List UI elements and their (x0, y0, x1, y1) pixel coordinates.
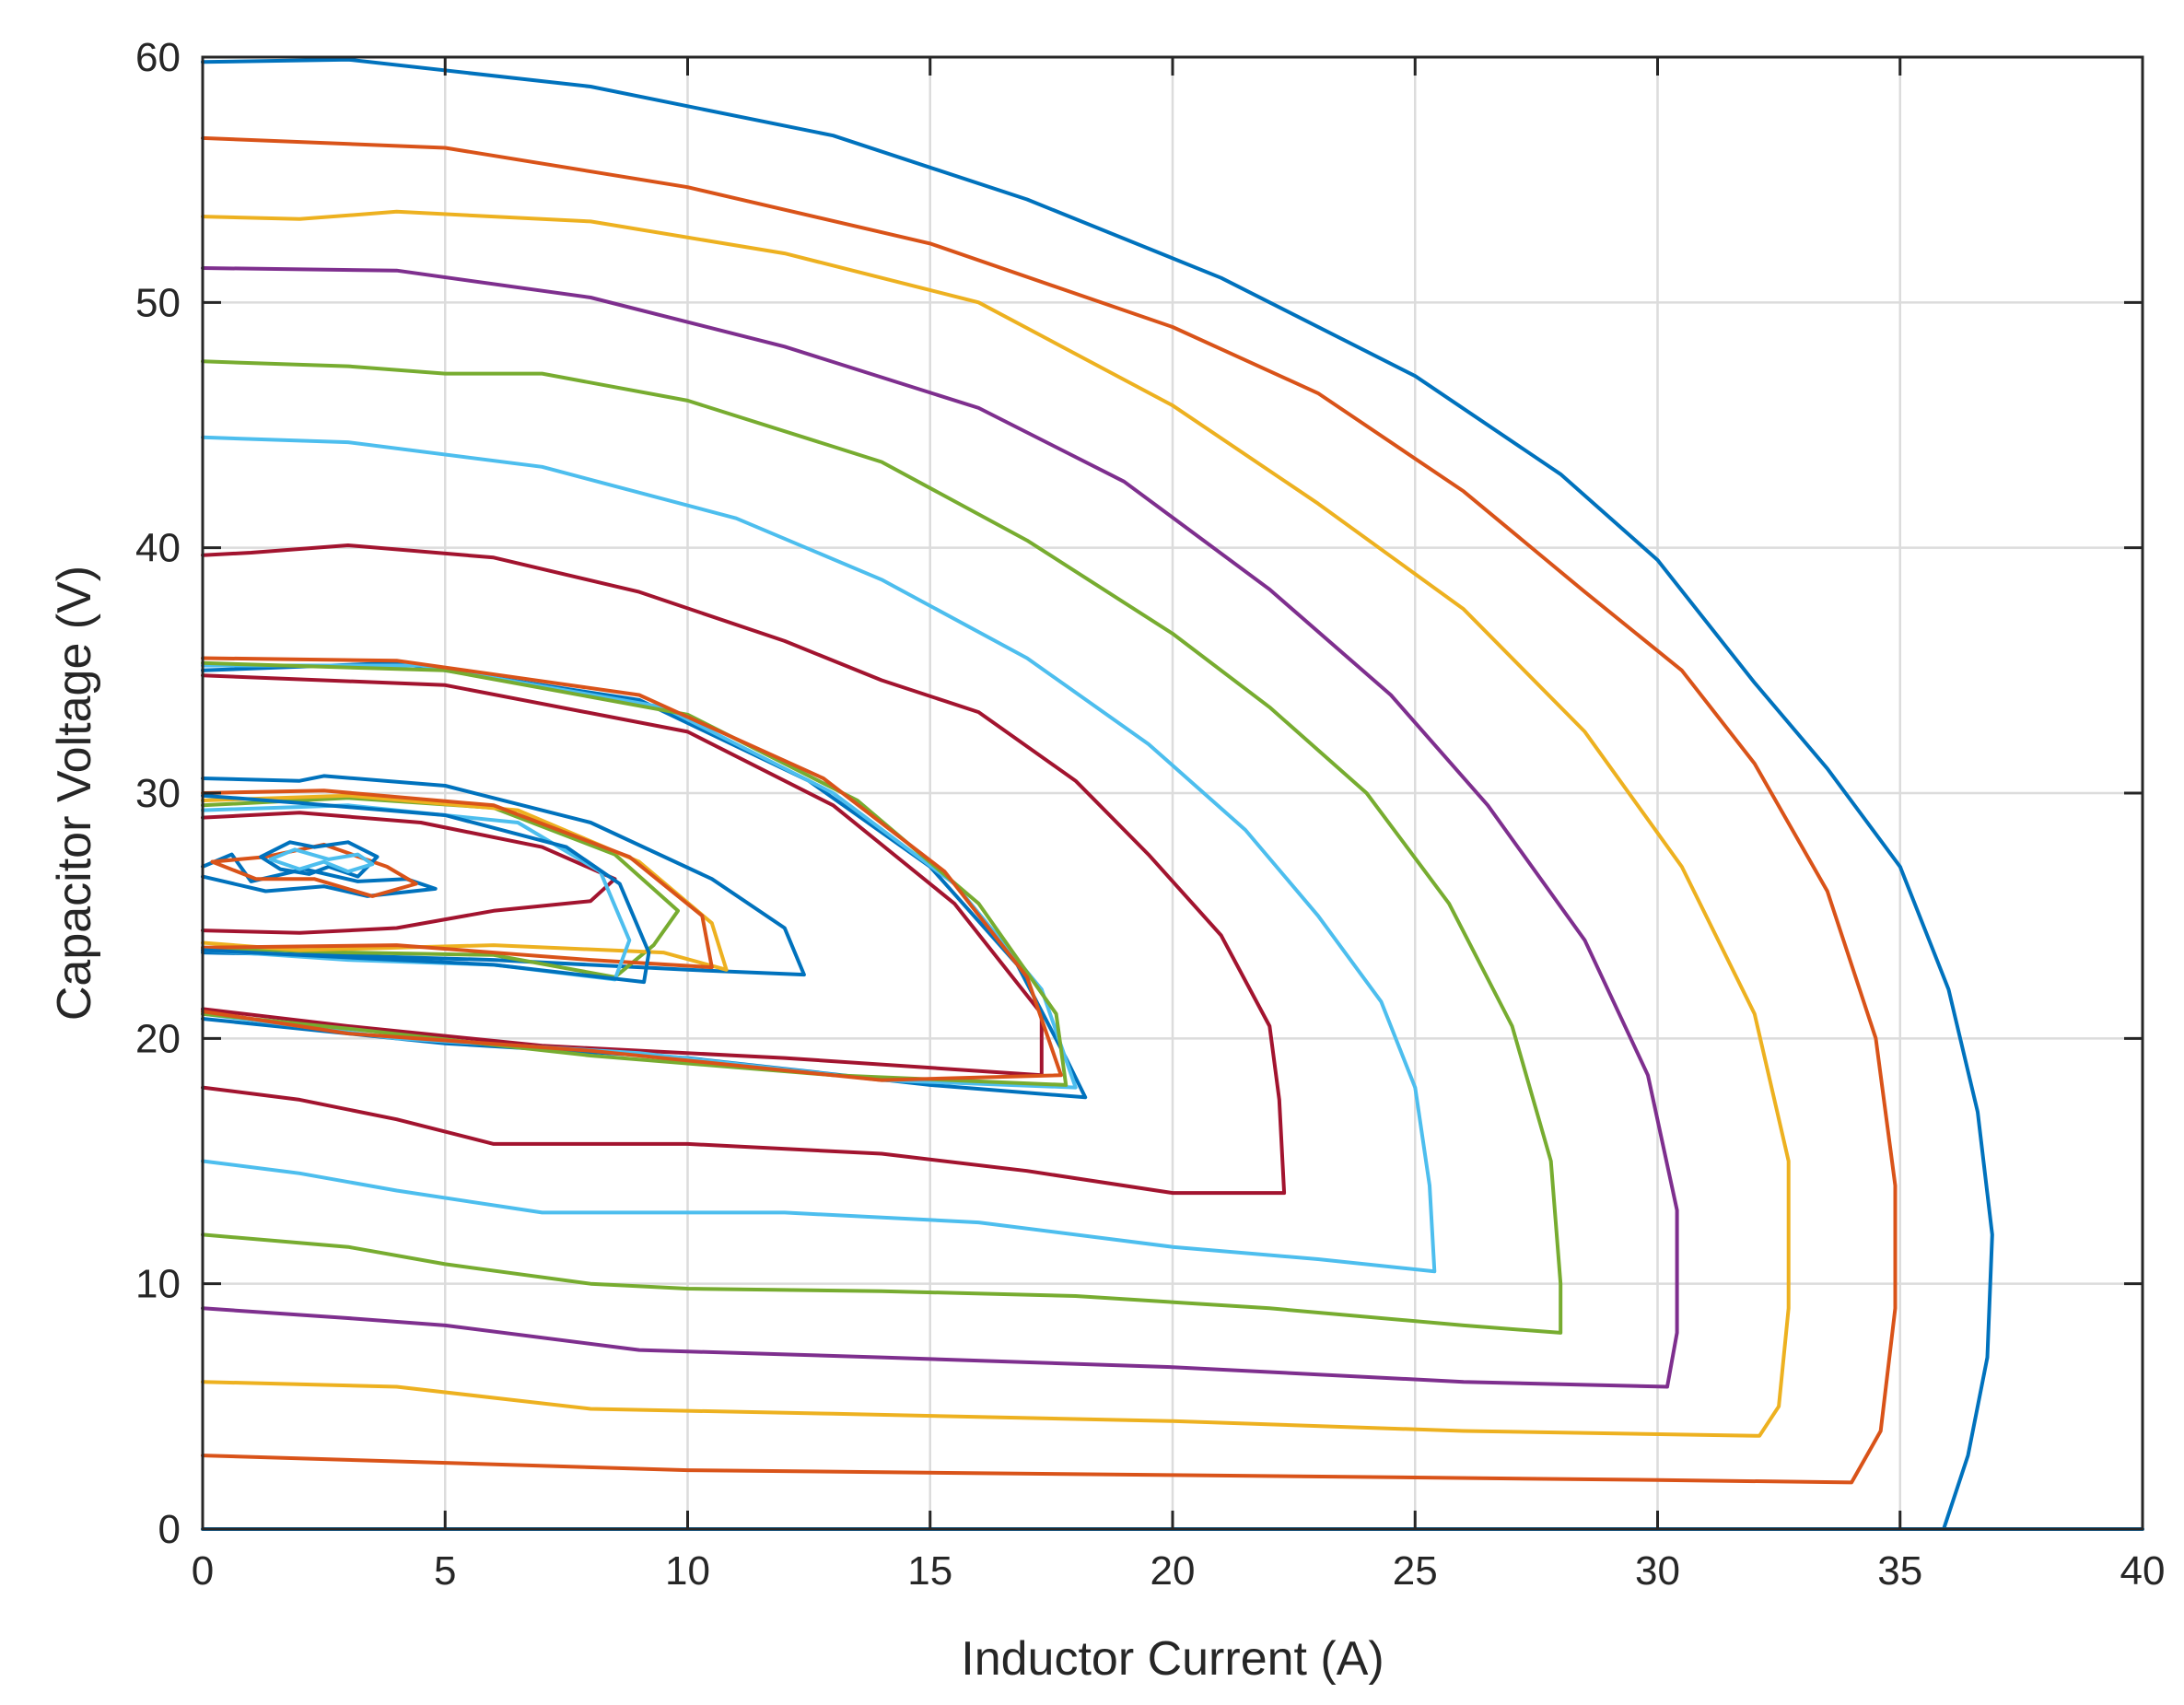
series-line-2 (201, 135, 1898, 1485)
x-tick-label: 35 (1877, 1548, 1922, 1594)
series-line-16 (201, 793, 729, 972)
x-tick-label: 5 (434, 1548, 456, 1594)
x-tick-label: 15 (907, 1548, 952, 1594)
y-tick-label: 10 (135, 1262, 181, 1307)
x-tick-label: 25 (1393, 1548, 1438, 1594)
y-tick-label: 50 (135, 280, 181, 325)
x-axis-title: Inductor Current (A) (961, 1632, 1384, 1686)
y-axis-title: Capacitor Voltage (V) (48, 566, 101, 1021)
x-tick-label: 40 (2120, 1548, 2166, 1594)
series-line-1 (201, 57, 1994, 1531)
series-line-23 (268, 847, 375, 874)
series-line-12 (201, 656, 1063, 1082)
x-tick-label: 0 (192, 1548, 214, 1594)
series-line-6 (201, 435, 1437, 1274)
axis-ticks: 0 5 10 15 20 25 30 35 40 0 10 20 30 40 50 60 (135, 35, 2165, 1594)
series-line-7 (201, 543, 1287, 1196)
grid-lines (203, 57, 2143, 1529)
series-line-4 (201, 266, 1679, 1389)
y-tick-label: 0 (158, 1507, 181, 1552)
y-tick-label: 60 (135, 35, 181, 80)
series-line-13 (201, 774, 806, 977)
y-tick-label: 30 (135, 771, 181, 816)
series-line-5 (201, 359, 1563, 1335)
y-tick-label: 40 (135, 526, 181, 571)
y-tick-label: 20 (135, 1016, 181, 1061)
x-tick-label: 30 (1635, 1548, 1680, 1594)
x-tick-label: 20 (1150, 1548, 1196, 1594)
series-line-3 (201, 209, 1791, 1438)
series-line-14 (201, 811, 617, 935)
series-line-19 (201, 793, 651, 985)
series-line-17 (201, 788, 714, 970)
x-tick-label: 10 (665, 1548, 710, 1594)
